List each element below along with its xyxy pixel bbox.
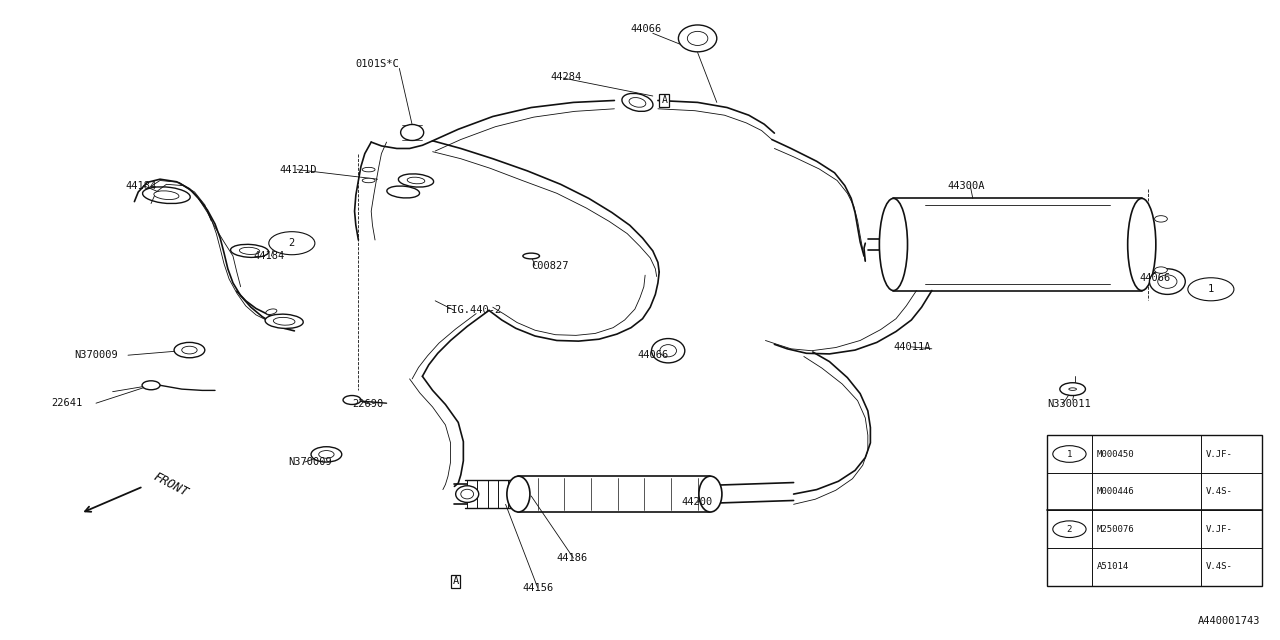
Ellipse shape: [398, 174, 434, 187]
Ellipse shape: [362, 168, 375, 172]
Text: 44284: 44284: [550, 72, 581, 82]
Ellipse shape: [274, 317, 294, 325]
Circle shape: [182, 346, 197, 354]
Text: 44066: 44066: [1139, 273, 1170, 284]
Ellipse shape: [1155, 267, 1167, 273]
Ellipse shape: [660, 344, 677, 357]
Text: N370009: N370009: [288, 457, 332, 467]
Ellipse shape: [652, 339, 685, 363]
Ellipse shape: [154, 191, 179, 200]
Ellipse shape: [1158, 275, 1178, 288]
Circle shape: [142, 381, 160, 390]
Text: 44184: 44184: [253, 251, 284, 261]
Text: N370009: N370009: [74, 350, 118, 360]
Ellipse shape: [362, 179, 375, 183]
Ellipse shape: [142, 187, 191, 204]
Circle shape: [319, 451, 334, 458]
Ellipse shape: [387, 186, 420, 198]
Circle shape: [269, 232, 315, 255]
Text: 0101S*C: 0101S*C: [356, 59, 399, 69]
Text: A51014: A51014: [1097, 563, 1129, 572]
Ellipse shape: [456, 486, 479, 502]
Text: A: A: [453, 576, 458, 586]
Text: 44156: 44156: [522, 582, 553, 593]
Text: 44011A: 44011A: [893, 342, 931, 352]
Ellipse shape: [239, 247, 260, 255]
Ellipse shape: [622, 93, 653, 111]
Text: 1: 1: [1066, 449, 1073, 458]
Ellipse shape: [230, 244, 269, 257]
Text: M000450: M000450: [1097, 449, 1134, 458]
Circle shape: [1052, 445, 1085, 462]
Text: 2: 2: [1066, 525, 1073, 534]
Ellipse shape: [265, 314, 303, 328]
Text: 22641: 22641: [51, 398, 82, 408]
Text: FRONT: FRONT: [151, 470, 191, 500]
Text: 44300A: 44300A: [947, 180, 984, 191]
Ellipse shape: [522, 253, 540, 259]
Text: V.4S-: V.4S-: [1206, 487, 1233, 496]
Circle shape: [1188, 278, 1234, 301]
Ellipse shape: [1155, 216, 1167, 222]
Ellipse shape: [461, 489, 474, 499]
Text: V.JF-: V.JF-: [1206, 525, 1233, 534]
Text: 44186: 44186: [557, 553, 588, 563]
Text: C00827: C00827: [531, 260, 568, 271]
Text: A440001743: A440001743: [1198, 616, 1261, 626]
Ellipse shape: [401, 124, 424, 141]
Ellipse shape: [879, 198, 908, 291]
Text: M000446: M000446: [1097, 487, 1134, 496]
Circle shape: [1060, 383, 1085, 396]
Circle shape: [343, 396, 361, 404]
Text: 44121D: 44121D: [279, 164, 316, 175]
Circle shape: [174, 342, 205, 358]
Ellipse shape: [678, 25, 717, 52]
Bar: [1047, 435, 1262, 586]
Text: N330011: N330011: [1047, 399, 1091, 410]
Text: 44184: 44184: [125, 180, 156, 191]
Text: V.JF-: V.JF-: [1206, 449, 1233, 458]
Text: 1: 1: [1208, 284, 1213, 294]
Ellipse shape: [1069, 388, 1076, 390]
Text: FIG.440-2: FIG.440-2: [445, 305, 502, 316]
Ellipse shape: [1128, 198, 1156, 291]
Ellipse shape: [407, 177, 425, 184]
Ellipse shape: [507, 476, 530, 512]
Text: 44200: 44200: [681, 497, 712, 508]
Text: A: A: [662, 95, 667, 106]
Text: 44066: 44066: [631, 24, 662, 34]
Circle shape: [1052, 521, 1085, 538]
Text: M250076: M250076: [1097, 525, 1134, 534]
Ellipse shape: [699, 476, 722, 512]
Ellipse shape: [266, 309, 276, 314]
Text: 44066: 44066: [637, 350, 668, 360]
Text: 2: 2: [289, 238, 294, 248]
Ellipse shape: [628, 97, 646, 108]
Text: V.4S-: V.4S-: [1206, 563, 1233, 572]
Ellipse shape: [687, 31, 708, 45]
Circle shape: [311, 447, 342, 462]
Text: 22690: 22690: [352, 399, 383, 410]
Ellipse shape: [1149, 269, 1185, 294]
